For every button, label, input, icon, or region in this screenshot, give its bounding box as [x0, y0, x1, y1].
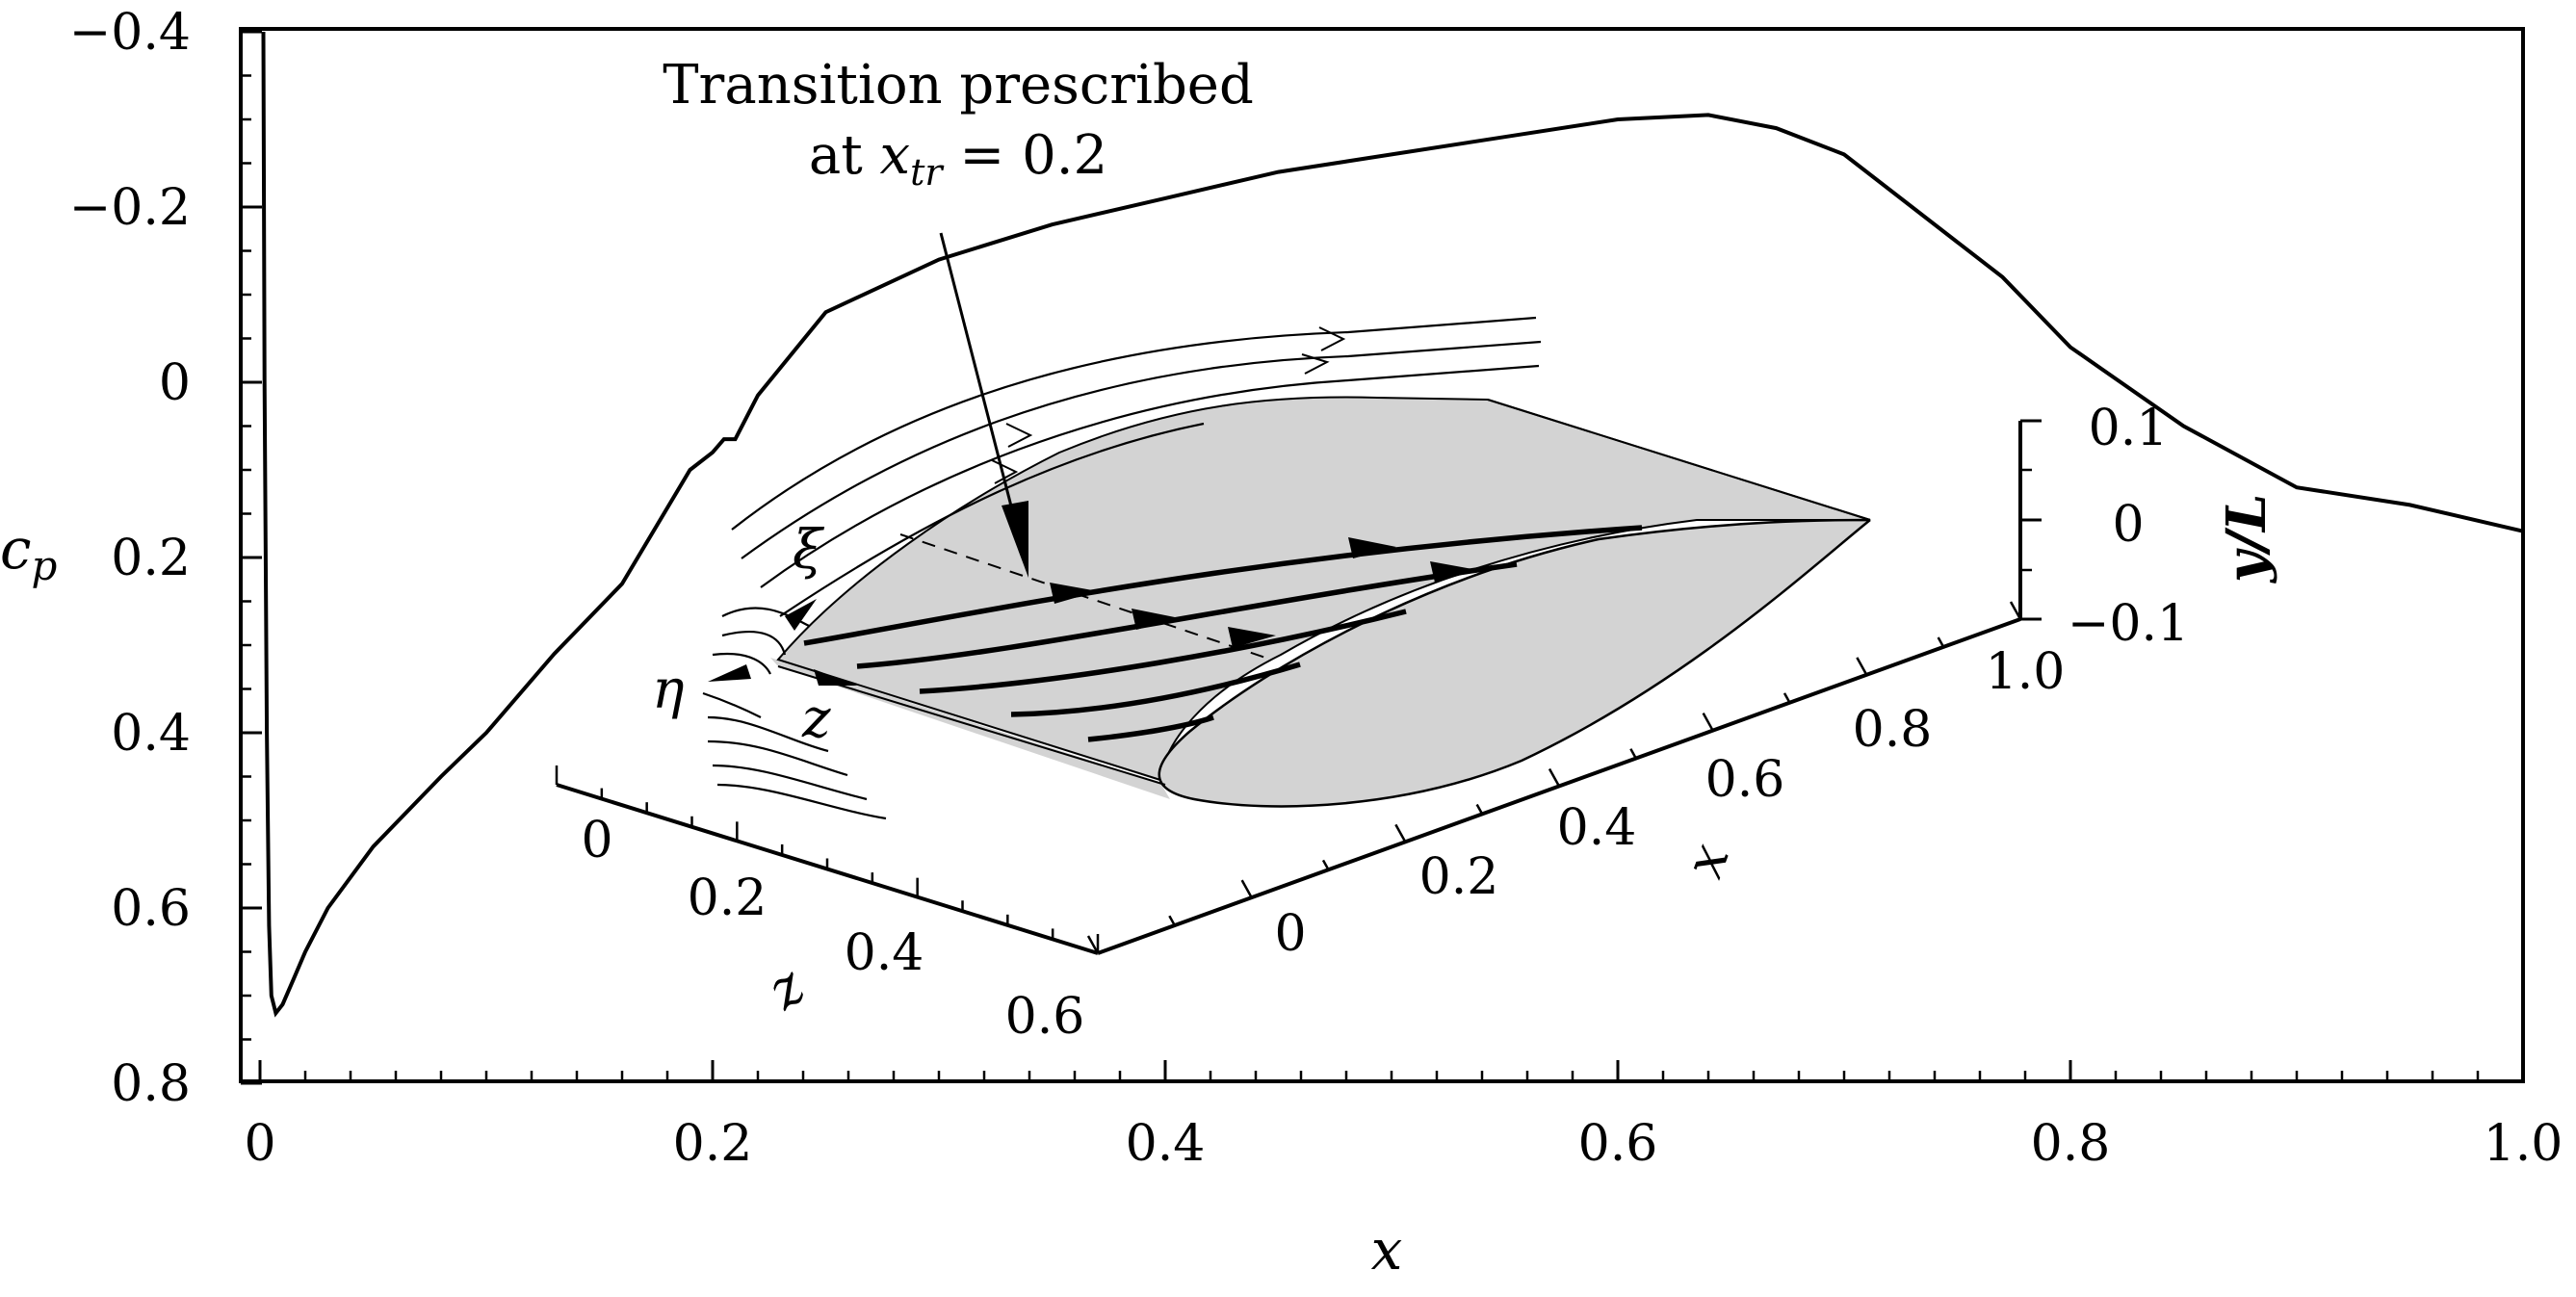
inset-arrowheads: [708, 537, 1478, 686]
annotation-line2: at xtr = 0.2: [809, 124, 1107, 194]
inset-z-ticks: 0 0.2 0.4 0.6: [555, 765, 1100, 1046]
inset-x-tick-label: 0.6: [1705, 751, 1785, 809]
inset-surface-top: [776, 396, 1871, 782]
inset-x-tick: [1240, 879, 1253, 898]
y-axis-title-main: c: [0, 516, 31, 582]
inset-z-tick-label: 0.6: [1005, 988, 1085, 1046]
inset-x-tick: [1394, 823, 1407, 843]
inset-y-tick-label: 0: [2112, 496, 2144, 554]
inset-x-tick: [1856, 657, 1868, 676]
inset-x-tick: [1168, 915, 1176, 926]
inset-y-tick-label: −0.1: [2068, 595, 2189, 653]
x-axis-ticks: 0 0.2 0.4 0.6 0.8 1.0: [244, 1060, 2563, 1173]
y-axis-title-sub: p: [31, 542, 57, 589]
inset-x-tick: [1629, 748, 1637, 760]
y-tick-label: 0.4: [111, 705, 191, 763]
inset-surface-edge: [770, 658, 1170, 799]
inset-z-axis-title: z: [756, 954, 817, 1023]
y-tick-label: 0.8: [111, 1055, 191, 1113]
series-cp-line: [261, 31, 2524, 1018]
inset-leading-edge: [777, 665, 1166, 786]
x-tick-label: 0: [244, 1115, 275, 1173]
inset-x-tick: [1475, 803, 1484, 816]
inset-x-tick: [1321, 859, 1330, 870]
y-tick-label: 0: [159, 354, 191, 412]
annotation-line1: Transition prescribed: [663, 54, 1254, 117]
inset-x-ticks: 0 0.2 0.4 0.6 0.8 1.0: [1086, 601, 2066, 963]
transition-annotation: Transition prescribed at xtr = 0.2: [663, 54, 1254, 578]
x-tick-label: 0.4: [1126, 1115, 1206, 1173]
inset-x-tick: [1937, 636, 1945, 648]
inset-y-ticks: 0.1 0 −0.1: [2020, 400, 2189, 653]
inset-y-tick-label: 0.1: [2089, 400, 2169, 457]
annotation-arrow-shaft: [939, 232, 1018, 526]
inset-z-tick-label: 0: [581, 812, 612, 869]
inset-x-tick: [1782, 692, 1791, 704]
inset-y-axis-title: y/L: [2215, 494, 2278, 584]
inset-transition-line: [899, 533, 1272, 661]
inset-body-outline: [1158, 518, 1871, 808]
x-tick-label: 0.2: [673, 1115, 753, 1173]
inset-3d-sketch: ξ η z 0 0.2 0.4 0.6 z 0 0.2 0.4 0.6 0.8 1.0 x 0.…: [555, 316, 2278, 1046]
y-axis-title: cp: [0, 516, 57, 589]
inset-x-tick-label: 0.2: [1419, 848, 1499, 906]
plot-frame: [239, 27, 2525, 1083]
y-tick-label: 0.6: [111, 880, 191, 938]
inset-label-xi: ξ: [793, 519, 825, 582]
inset-x-axis-title: x: [1673, 836, 1742, 886]
inset-label-eta: η: [652, 659, 685, 721]
y-tick-label: −0.4: [69, 4, 191, 62]
inset-x-tick-label: 0.4: [1557, 799, 1637, 857]
x-axis-title: x: [1371, 1217, 1403, 1283]
inset-x-tick-label: 0.8: [1853, 701, 1933, 759]
x-tick-label: 1.0: [2484, 1115, 2563, 1173]
inset-x-tick: [1702, 713, 1714, 732]
inset-x-tick: [1548, 767, 1561, 788]
svg-text:cp: cp: [0, 516, 57, 589]
inset-streamlines-thin: [702, 316, 1542, 820]
y-axis-ticks: −0.4 −0.2 0 0.2 0.4 0.6 0.8: [69, 4, 262, 1113]
inset-z-tick-label: 0.2: [688, 869, 768, 927]
inset-z-tick-label: 0.4: [845, 924, 924, 982]
x-tick-label: 0.8: [2031, 1115, 2111, 1173]
inset-label-z: z: [801, 687, 831, 750]
inset-x-tick-label: 0: [1274, 905, 1306, 963]
annotation-arrowhead: [1002, 501, 1028, 578]
inset-y-axis-title-text: y/L: [2215, 494, 2278, 584]
inset-trailing-edge: [1487, 399, 1871, 521]
x-tick-label: 0.6: [1578, 1115, 1658, 1173]
y-tick-label: −0.2: [69, 179, 191, 237]
inset-x-tick-label: 1.0: [1986, 643, 2066, 701]
inset-x-tick: [1086, 935, 1100, 954]
y-tick-label: 0.2: [111, 530, 191, 587]
